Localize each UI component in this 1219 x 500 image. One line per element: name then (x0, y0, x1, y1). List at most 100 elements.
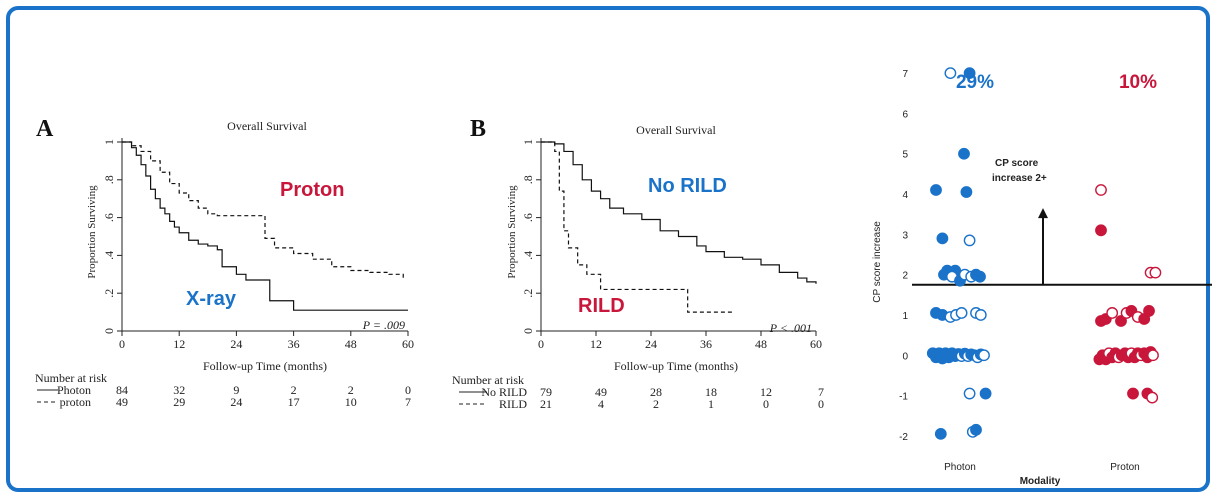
panel-b-risk-value: 7 (818, 385, 824, 399)
panel-c-point-photon (958, 147, 970, 160)
panel-a-x-tick-label: 60 (402, 337, 414, 351)
panel-c-point-photon (963, 234, 976, 247)
panel-b-x-tick-label: 24 (645, 337, 657, 351)
panel-c-x-tick-label: Proton (1110, 462, 1139, 473)
panel-c-annotation-line1: CP score (995, 158, 1039, 169)
panel-b-risk-header: Number at risk (452, 373, 524, 387)
panel-c-point-proton (1095, 184, 1107, 196)
panel-c-y-tick-label: 4 (902, 190, 908, 201)
panel-b-pvalue: P < .001 (769, 321, 812, 335)
panel-a-x-tick-label: 48 (345, 337, 357, 351)
panel-b-risk-value: 18 (705, 385, 717, 399)
panel-b-risk-value: 0 (763, 397, 769, 411)
panel-c-point-photon (944, 67, 957, 80)
panel-b-y-tick-label: .8 (521, 175, 535, 184)
panel-a-curve-proton (122, 141, 404, 280)
panel-a-x-tick-label: 36 (288, 337, 300, 351)
panel-c-x-tick-label: Photon (944, 462, 976, 473)
panel-c-y-tick-label: -1 (899, 392, 908, 403)
panel-c-y-tick-label: 1 (902, 311, 908, 322)
panel-a-y-tick-label: 1 (102, 139, 116, 145)
panel-b-risk-value: 4 (598, 397, 604, 411)
panel-a-risk-value: 24 (230, 395, 242, 409)
panel-a-label-xray: X-ray (186, 288, 237, 310)
panel-a-y-tick-label: .6 (102, 213, 116, 222)
panel-c-xlabel: Modality (1020, 476, 1061, 487)
panel-a-y-tick-label: .8 (102, 175, 116, 184)
panel-b-letter: B (470, 116, 486, 142)
panel-a-x-tick-label: 0 (119, 337, 125, 351)
panel-b-risk-value: 79 (540, 385, 552, 399)
panel-c-y-tick-label: 3 (902, 230, 908, 241)
panel-a-risk-value: 10 (345, 395, 357, 409)
panel-b-risk-row-label: RILD (499, 397, 527, 411)
panel-a-risk-value: 32 (173, 383, 185, 397)
panel-c-point-photon (960, 186, 973, 198)
panel-c-pct-proton: 10% (1119, 72, 1157, 93)
panel-b-risk-row-label: No RILD (481, 385, 527, 399)
panel-c-point-photon (955, 307, 968, 319)
panel-a-ylabel: Proportion Surviving (86, 185, 98, 279)
panel-b-risk-value: 1 (708, 397, 714, 411)
panel-b-y-tick-label: .2 (521, 289, 535, 298)
panel-b-y-tick-label: .4 (521, 251, 535, 260)
panel-b-x-tick-label: 48 (755, 337, 767, 351)
panel-c-y-tick-label: 7 (902, 69, 908, 80)
panel-c-point-photon (963, 67, 976, 80)
panel-c-point-proton (1095, 224, 1107, 237)
panel-c-y-tick-label: 0 (902, 351, 908, 362)
panel-a-risk-value: 0 (405, 383, 411, 397)
panel-c-point-photon (974, 309, 987, 321)
panel-b-y-tick-label: 0 (521, 328, 535, 334)
panel-b-plot: Proportion Surviving Follow-up Time (mon… (452, 138, 824, 411)
panel-a-risk-value: 2 (291, 383, 297, 397)
figure-frame (6, 6, 1210, 492)
panel-b-y-tick-label: 1 (521, 139, 535, 145)
panel-b-x-tick-label: 36 (700, 337, 712, 351)
panel-c-point-proton (1106, 307, 1119, 319)
panel-a-xlabel: Follow-up Time (months) (203, 359, 327, 373)
panel-a-risk-value: 29 (173, 395, 185, 409)
panel-b-x-tick-label: 12 (590, 337, 602, 351)
panel-c-point-photon (936, 232, 949, 245)
panel-c-plot: CP score increase Modality 29% 10% CP sc… (872, 67, 1212, 487)
panel-a-y-tick-label: .4 (102, 251, 116, 260)
panel-b-risk-value: 28 (650, 385, 662, 399)
panel-c-point-proton (1143, 305, 1155, 317)
panel-c-arrow-head (1038, 208, 1048, 219)
panel-c-point-photon (970, 423, 982, 436)
panel-c-ylabel: CP score increase (872, 221, 883, 303)
panel-c-point-proton (1146, 391, 1159, 404)
panel-c-point-photon (979, 387, 992, 400)
panel-b-risk-value: 0 (818, 397, 824, 411)
panel-b-risk-value: 21 (540, 397, 552, 411)
panel-b-xlabel: Follow-up Time (months) (614, 359, 738, 373)
panel-a-risk-value: 17 (288, 395, 300, 409)
panel-c-annotation-line2: increase 2+ (992, 173, 1047, 184)
panel-b-label-rild: RILD (578, 295, 625, 317)
panel-b-risk-value: 12 (760, 385, 772, 399)
panel-c-point-proton (1127, 387, 1139, 400)
panel-c-y-tick-label: 5 (902, 150, 908, 161)
panel-b-y-tick-label: .6 (521, 213, 535, 222)
panel-c-point-photon (978, 349, 990, 362)
panel-c-y-tick-label: 2 (902, 271, 908, 282)
panel-a-risk-row-label: Photon (57, 383, 91, 397)
panel-c-y-tick-label: 6 (902, 109, 908, 120)
panel-b-ylabel: Proportion Surviving (506, 185, 518, 279)
panel-a-y-tick-label: 0 (102, 328, 116, 334)
panel-a-pvalue: P = .009 (362, 318, 405, 332)
panel-c-point-proton (1149, 266, 1162, 279)
panel-b-risk-value: 49 (595, 385, 607, 399)
panel-a-letter: A (36, 116, 54, 142)
panel-b-curve-no-rild (541, 141, 817, 284)
panel-a-x-tick-label: 24 (230, 337, 242, 351)
panel-a-label-proton: Proton (280, 179, 344, 201)
panel-a-x-tick-label: 12 (173, 337, 185, 351)
panel-c-point-proton (1147, 349, 1159, 362)
panel-a-risk-value: 84 (116, 383, 128, 397)
panel-c-point-photon (934, 427, 947, 440)
panel-b-x-tick-label: 0 (538, 337, 544, 351)
panel-b-label-norild: No RILD (648, 175, 727, 197)
